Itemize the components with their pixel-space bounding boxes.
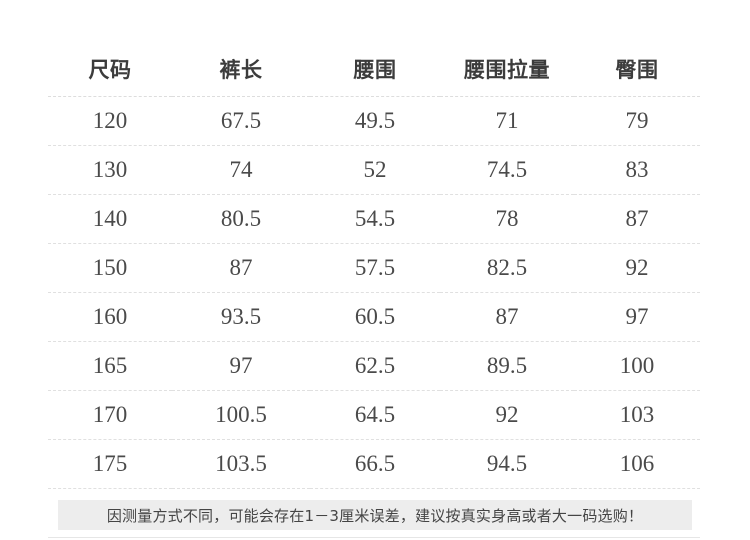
cell-hip: 100 <box>574 341 700 391</box>
table-row: 175 103.5 66.5 94.5 106 <box>48 439 700 489</box>
cell-stretch: 87 <box>440 292 574 342</box>
cell-size: 120 <box>48 96 172 146</box>
cell-hip: 106 <box>574 439 700 489</box>
cell-waist: 52 <box>310 145 440 195</box>
cell-hip: 83 <box>574 145 700 195</box>
cell-stretch: 78 <box>440 194 574 244</box>
cell-length: 87 <box>172 243 310 293</box>
table-row: 160 93.5 60.5 87 97 <box>48 292 700 342</box>
cell-stretch: 71 <box>440 96 574 146</box>
cell-waist: 62.5 <box>310 341 440 391</box>
cell-waist: 49.5 <box>310 96 440 146</box>
cell-length: 100.5 <box>172 390 310 440</box>
table-row: 170 100.5 64.5 92 103 <box>48 390 700 440</box>
measurement-note: 因测量方式不同，可能会存在1－3厘米误差，建议按真实身高或者大一码选购！ <box>0 500 750 530</box>
cell-hip: 79 <box>574 96 700 146</box>
cell-size: 130 <box>48 145 172 195</box>
cell-stretch: 82.5 <box>440 243 574 293</box>
column-header-size: 尺码 <box>48 44 172 97</box>
cell-size: 175 <box>48 439 172 489</box>
table-row: 130 74 52 74.5 83 <box>48 145 700 195</box>
cell-waist: 57.5 <box>310 243 440 293</box>
cell-waist: 64.5 <box>310 390 440 440</box>
column-header-waist: 腰围 <box>310 44 440 97</box>
cell-stretch: 89.5 <box>440 341 574 391</box>
cell-hip: 87 <box>574 194 700 244</box>
cell-length: 74 <box>172 145 310 195</box>
cell-stretch: 92 <box>440 390 574 440</box>
cell-length: 97 <box>172 341 310 391</box>
cell-size: 140 <box>48 194 172 244</box>
table-body: 120 67.5 49.5 71 79 130 74 52 74.5 83 14… <box>48 96 700 489</box>
cell-size: 150 <box>48 243 172 293</box>
table-row: 165 97 62.5 89.5 100 <box>48 341 700 391</box>
cell-length: 67.5 <box>172 96 310 146</box>
table-row: 120 67.5 49.5 71 79 <box>48 96 700 146</box>
bottom-divider <box>48 537 700 538</box>
cell-waist: 66.5 <box>310 439 440 489</box>
cell-size: 160 <box>48 292 172 342</box>
cell-stretch: 94.5 <box>440 439 574 489</box>
table-row: 140 80.5 54.5 78 87 <box>48 194 700 244</box>
header-row: 尺码 裤长 腰围 腰围拉量 臀围 <box>48 44 700 97</box>
cell-hip: 97 <box>574 292 700 342</box>
note-text: 因测量方式不同，可能会存在1－3厘米误差，建议按真实身高或者大一码选购！ <box>106 506 644 525</box>
cell-waist: 60.5 <box>310 292 440 342</box>
cell-size: 165 <box>48 341 172 391</box>
table-row: 150 87 57.5 82.5 92 <box>48 243 700 293</box>
cell-stretch: 74.5 <box>440 145 574 195</box>
cell-length: 93.5 <box>172 292 310 342</box>
cell-length: 80.5 <box>172 194 310 244</box>
note-banner: 因测量方式不同，可能会存在1－3厘米误差，建议按真实身高或者大一码选购！ <box>58 500 692 530</box>
column-header-length: 裤长 <box>172 44 310 97</box>
column-header-hip: 臀围 <box>574 44 700 97</box>
cell-waist: 54.5 <box>310 194 440 244</box>
cell-hip: 103 <box>574 390 700 440</box>
cell-hip: 92 <box>574 243 700 293</box>
cell-length: 103.5 <box>172 439 310 489</box>
column-header-stretch: 腰围拉量 <box>440 44 574 97</box>
table-header: 尺码 裤长 腰围 腰围拉量 臀围 <box>48 44 700 97</box>
size-chart-table: 尺码 裤长 腰围 腰围拉量 臀围 120 67.5 49.5 71 79 130… <box>48 44 700 489</box>
cell-size: 170 <box>48 390 172 440</box>
